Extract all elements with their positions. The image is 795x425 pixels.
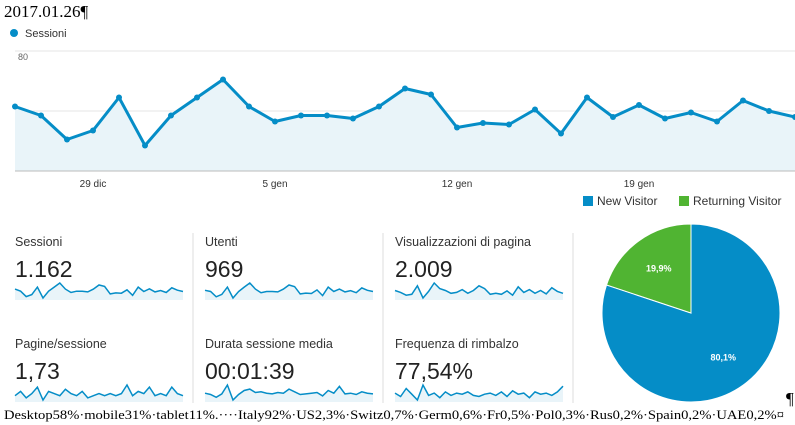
sparkline-area bbox=[395, 283, 563, 300]
metric-value: 2.009 bbox=[395, 256, 453, 282]
slice-label: 80,1% bbox=[711, 353, 737, 363]
data-point bbox=[272, 118, 278, 125]
data-point bbox=[454, 124, 460, 131]
x-tick-label: 19 gen bbox=[624, 179, 655, 190]
data-point bbox=[12, 103, 18, 110]
data-point bbox=[376, 103, 382, 110]
metric-value: 1,73 bbox=[15, 358, 60, 384]
data-point bbox=[428, 91, 434, 98]
data-point bbox=[298, 112, 304, 119]
sparkline-area bbox=[205, 283, 373, 300]
metric-value: 969 bbox=[205, 256, 243, 282]
data-point bbox=[662, 115, 668, 122]
data-point bbox=[116, 94, 122, 101]
data-point bbox=[220, 76, 226, 83]
metric-label: Durata sessione media bbox=[205, 337, 333, 351]
data-point bbox=[688, 109, 694, 116]
x-tick-label: 12 gen bbox=[442, 179, 473, 190]
sparkline-area bbox=[395, 385, 563, 402]
data-point bbox=[584, 94, 590, 101]
paragraph-mark: ¶ bbox=[786, 389, 794, 408]
y-tick-label: 80 bbox=[18, 52, 28, 62]
metric-label: Frequenza di rimbalzo bbox=[395, 337, 519, 351]
sparkline-area bbox=[15, 385, 183, 402]
metric-value: 00:01:39 bbox=[205, 358, 295, 384]
area bbox=[15, 79, 795, 171]
data-point bbox=[194, 94, 200, 101]
data-point bbox=[740, 97, 746, 104]
legend-marker bbox=[583, 196, 593, 206]
legend-label: Returning Visitor bbox=[693, 194, 782, 208]
sparkline bbox=[14, 383, 184, 402]
pie-slice bbox=[605, 223, 692, 314]
metric-label: Utenti bbox=[205, 235, 238, 249]
data-point bbox=[636, 102, 642, 108]
sparkline-area bbox=[15, 283, 183, 300]
data-point bbox=[38, 112, 44, 119]
data-point bbox=[350, 115, 356, 122]
metric-label: Visualizzazioni di pagina bbox=[395, 235, 531, 249]
data-point bbox=[246, 103, 252, 110]
sparkline bbox=[204, 383, 374, 402]
metric-value: 77,54% bbox=[395, 358, 473, 384]
sparkline bbox=[14, 281, 184, 300]
data-point bbox=[402, 85, 408, 92]
data-point bbox=[64, 136, 70, 143]
sparkline-area bbox=[205, 385, 373, 402]
data-point bbox=[90, 127, 96, 134]
data-point bbox=[792, 114, 795, 120]
legend-marker bbox=[10, 29, 18, 37]
data-point bbox=[324, 112, 330, 119]
data-point bbox=[168, 112, 174, 119]
sparkline bbox=[204, 281, 374, 300]
x-tick-label: 5 gen bbox=[262, 179, 287, 190]
metric-value: 1.162 bbox=[15, 256, 73, 282]
legend-label: New Visitor bbox=[597, 194, 657, 208]
doc-footer: Desktop58%·mobile31%·tablet11%.····Italy… bbox=[4, 408, 784, 422]
metric-label: Sessioni bbox=[15, 235, 62, 249]
data-point bbox=[714, 118, 720, 125]
data-point bbox=[610, 114, 616, 120]
sparkline bbox=[394, 281, 564, 300]
data-point bbox=[142, 142, 148, 149]
data-point bbox=[558, 130, 564, 137]
data-point bbox=[480, 120, 486, 126]
metric-label: Pagine/sessione bbox=[15, 337, 107, 351]
legend-label: Sessioni bbox=[25, 28, 67, 40]
sparkline bbox=[394, 383, 564, 402]
slice-label: 19,9% bbox=[646, 263, 672, 273]
data-point bbox=[766, 108, 772, 114]
x-tick-label: 29 dic bbox=[80, 179, 107, 190]
data-point bbox=[506, 121, 512, 128]
data-point bbox=[532, 106, 538, 113]
legend-marker bbox=[679, 196, 689, 206]
doc-date: 2017.01.26¶ bbox=[4, 2, 89, 21]
